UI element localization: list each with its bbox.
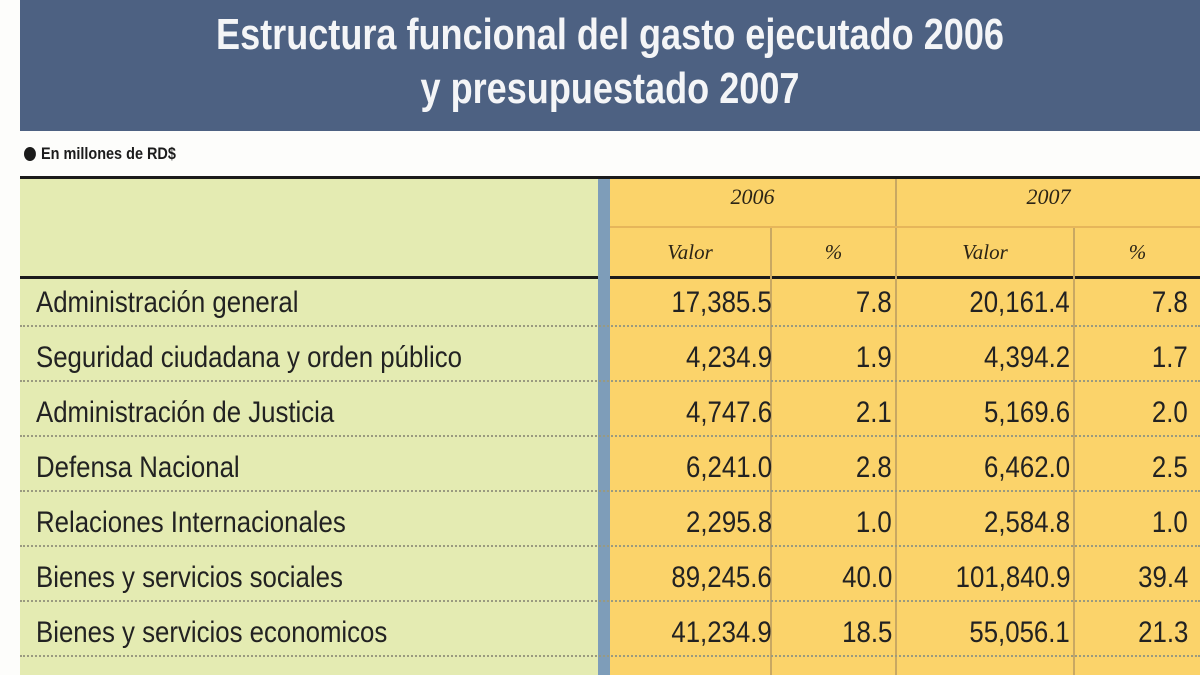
- table-row: Seguridad ciudadana y orden público 4,23…: [20, 336, 1200, 382]
- pct-2006: 18.5: [841, 616, 892, 649]
- year-divider-line: [895, 179, 897, 675]
- pct-2006: 2.1: [856, 396, 892, 429]
- units-text: En millones de RD$: [41, 144, 176, 163]
- table-row: Administración general 17,385.5 7.8 20,1…: [20, 281, 1200, 327]
- row-separator: [20, 655, 1200, 657]
- table-top-rule: [20, 176, 1200, 179]
- header-bottom-rule-left: [20, 276, 598, 279]
- data-area: [610, 179, 1200, 675]
- row-separator: [20, 435, 1200, 437]
- value-2006: 4,747.6: [685, 396, 772, 429]
- page-title-line-1: Estructura funcional del gasto ejecutado…: [216, 10, 1004, 59]
- pct-2007: 39.4: [1137, 561, 1188, 594]
- table-row: Bienes y servicios sociales 89,245.6 40.…: [20, 556, 1200, 602]
- row-separator: [20, 325, 1200, 327]
- subheader-valor-2007: Valor: [962, 240, 1008, 264]
- value-2007: 2,584.8: [983, 506, 1070, 539]
- table-row: Defensa Nacional 6,241.0 2.8 6,462.0 2.5: [20, 446, 1200, 492]
- pct-2006: 1.0: [856, 506, 892, 539]
- value-2006: 41,234.9: [671, 616, 772, 649]
- title-band: [20, 0, 1200, 131]
- value-2006: 89,245.6: [671, 561, 772, 594]
- value-2006: 4,234.9: [685, 341, 772, 374]
- col-divider-2006: [770, 228, 772, 675]
- value-2006: 17,385.5: [671, 286, 772, 319]
- value-2006: 2,295.8: [685, 506, 772, 539]
- pct-2006: 1.9: [856, 341, 892, 374]
- row-separator: [20, 600, 1200, 602]
- value-2007: 55,056.1: [969, 616, 1070, 649]
- row-label: Administración general: [36, 286, 299, 319]
- row-separator: [20, 380, 1200, 382]
- row-separator: [20, 490, 1200, 492]
- col-divider-2007: [1073, 228, 1075, 675]
- pct-2006: 7.8: [856, 286, 892, 319]
- row-label: Bienes y servicios sociales: [36, 561, 343, 594]
- table-row: Relaciones Internacionales 2,295.8 1.0 2…: [20, 501, 1200, 547]
- value-2006: 6,241.0: [685, 451, 772, 484]
- label-column: [20, 179, 598, 675]
- page-title-line-2: y presupuestado 2007: [420, 64, 800, 113]
- row-separator: [20, 545, 1200, 547]
- table-row: Administración de Justicia 4,747.6 2.1 5…: [20, 391, 1200, 437]
- row-label: Administración de Justicia: [36, 396, 335, 429]
- row-label: Defensa Nacional: [36, 451, 240, 484]
- value-2007: 6,462.0: [983, 451, 1070, 484]
- bullet-icon: [24, 147, 36, 161]
- year-header-2007: 2007: [1026, 184, 1071, 209]
- row-label: Seguridad ciudadana y orden público: [36, 341, 463, 374]
- pct-2007: 21.3: [1137, 616, 1188, 649]
- subheader-divider: [610, 226, 1200, 228]
- subheader-pct-2006: %: [824, 240, 843, 264]
- pct-2006: 2.8: [856, 451, 892, 484]
- year-header-2006: 2006: [730, 184, 775, 209]
- subheader-valor-2006: Valor: [667, 240, 713, 264]
- pct-2007: 2.0: [1152, 396, 1188, 429]
- value-2007: 5,169.6: [983, 396, 1070, 429]
- header-bottom-rule-right: [610, 276, 1200, 279]
- table-row: Bienes y servicios economicos 41,234.9 1…: [20, 611, 1200, 657]
- pct-2007: 1.0: [1152, 506, 1188, 539]
- pct-2007: 1.7: [1152, 341, 1188, 374]
- pct-2006: 40.0: [841, 561, 892, 594]
- value-2007: 20,161.4: [969, 286, 1070, 319]
- value-2007: 4,394.2: [983, 341, 1070, 374]
- row-label: Bienes y servicios economicos: [36, 616, 388, 649]
- pct-2007: 7.8: [1152, 286, 1188, 319]
- value-2007: 101,840.9: [955, 561, 1070, 594]
- column-divider: [598, 179, 610, 675]
- subheader-pct-2007: %: [1128, 240, 1147, 264]
- pct-2007: 2.5: [1152, 451, 1188, 484]
- units-note: En millones de RD$: [24, 144, 176, 164]
- row-label: Relaciones Internacionales: [36, 506, 346, 539]
